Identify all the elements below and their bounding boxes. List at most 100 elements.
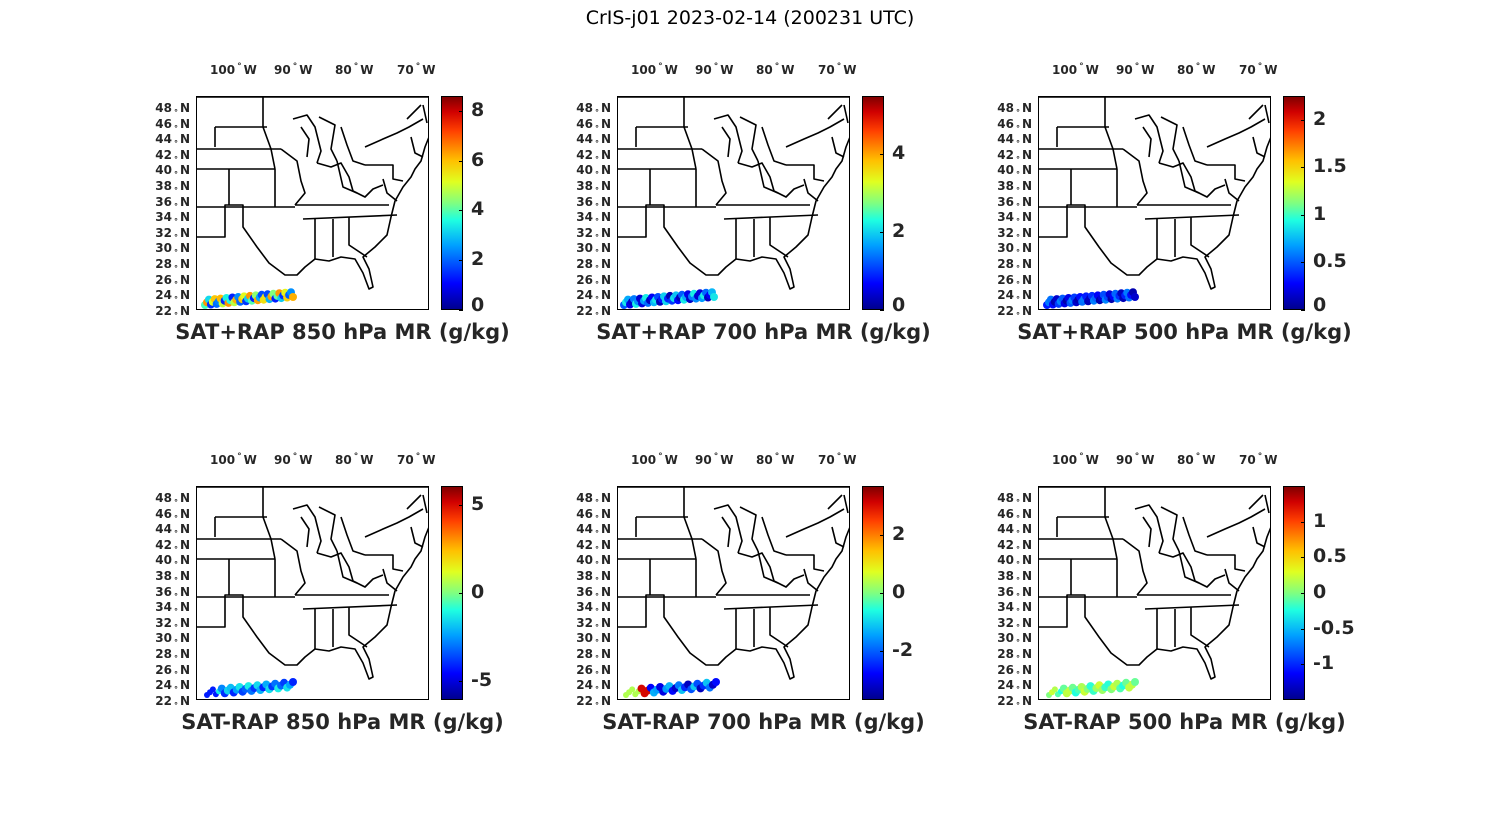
latitude-label: 40 ° N: [576, 163, 611, 180]
boundary-line: [713, 504, 743, 554]
latitude-label: 42 ° N: [155, 537, 190, 554]
colorbar-tick-label: -0.5: [1313, 616, 1355, 639]
boundary-line: [262, 97, 276, 170]
boundary-line: [721, 516, 731, 548]
latitude-label: 24 ° N: [576, 678, 611, 695]
boundary-line: [318, 506, 338, 552]
colorbar-tick-mark: [459, 593, 463, 594]
colorbar-tick-label: 2: [471, 248, 485, 271]
latitude-label: 38 ° N: [997, 569, 1032, 585]
boundary-line: [737, 552, 805, 588]
boundary-line: [1160, 506, 1180, 552]
longitude-label: 80 ° W: [1177, 62, 1216, 77]
latitude-label: 36 ° N: [155, 584, 190, 601]
observation-dot: [289, 293, 297, 301]
longitude-label: 70 ° W: [397, 452, 436, 467]
latitude-label: 32 ° N: [155, 615, 190, 632]
latitude-label: 34 ° N: [155, 210, 190, 227]
latitude-label: 22 ° N: [155, 303, 190, 320]
observation-dot: [712, 678, 720, 686]
latitude-label: 42 ° N: [576, 537, 611, 554]
latitude-label: 46 ° N: [576, 116, 611, 133]
observation-dot: [1131, 678, 1139, 686]
latitude-label: 36 ° N: [997, 194, 1032, 211]
boundary-line: [831, 136, 845, 158]
boundary-line: [683, 487, 697, 560]
state-boundaries: [197, 97, 428, 309]
longitude-label: 70 ° W: [818, 452, 857, 467]
panel-title: SAT+RAP 500 hPa MR (g/kg): [1017, 320, 1352, 344]
boundary-line: [300, 516, 310, 548]
colorbar-tick-label: 2: [892, 523, 906, 546]
latitude-label: 36 ° N: [576, 194, 611, 211]
boundary-line: [365, 554, 404, 572]
latitude-label: 30 ° N: [997, 241, 1032, 258]
colorbar-tick-mark: [459, 260, 463, 262]
boundary-line: [300, 126, 310, 158]
latitude-label: 26 ° N: [155, 662, 190, 679]
colorbar-tick-label: 0: [892, 581, 906, 603]
longitude-label: 80 ° W: [335, 62, 374, 77]
latitude-label: 22 ° N: [997, 693, 1032, 710]
latitude-label: 32 ° N: [997, 225, 1032, 242]
latitude-label: 32 ° N: [576, 615, 611, 632]
colorbar-tick-label: 6: [471, 148, 485, 171]
latitude-label: 42 ° N: [576, 147, 611, 164]
latitude-label: 32 ° N: [997, 615, 1032, 632]
boundary-line: [1264, 494, 1270, 514]
map-panel: 100 ° W 90 ° W 80 ° W 70 ° W 48 ° N 46 ° N 44 ° N 42 ° N 40 ° N 38 °…: [126, 450, 526, 750]
colorbar-tick-mark: [1301, 557, 1305, 559]
colorbar-tick-mark: [459, 505, 463, 507]
boundary-line: [1142, 516, 1152, 548]
boundary-line: [318, 116, 338, 162]
boundary-line: [1207, 554, 1246, 572]
latitude-label: 46 ° N: [997, 506, 1032, 523]
map-area: [617, 96, 850, 310]
state-boundaries: [1039, 97, 1270, 309]
observation-dot: [710, 293, 718, 301]
boundary-line: [1207, 164, 1246, 182]
latitude-label: 34 ° N: [155, 600, 190, 617]
longitude-label: 90 ° W: [274, 452, 313, 467]
longitude-label: 90 ° W: [695, 62, 734, 77]
boundary-line: [1178, 160, 1200, 194]
map-panel: 100 ° W 90 ° W 80 ° W 70 ° W 48 ° N 46 ° N 44 ° N 42 ° N 40 ° N 38 °…: [968, 60, 1368, 360]
boundary-line: [1144, 214, 1240, 220]
colorbar-tick-mark: [459, 160, 463, 162]
latitude-label: 48 ° N: [155, 491, 190, 507]
longitude-label: 90 ° W: [1116, 62, 1155, 77]
boundary-line: [410, 526, 424, 548]
colorbar-tick-mark: [1301, 167, 1305, 169]
colorbar-tick-mark: [1301, 262, 1305, 264]
latitude-label: 38 ° N: [576, 569, 611, 585]
latitude-label: 44 ° N: [997, 522, 1032, 539]
latitude-label: 44 ° N: [576, 132, 611, 149]
colorbar-tick-mark: [1301, 521, 1305, 523]
boundary-line: [618, 527, 849, 680]
colorbar-tick-mark: [880, 232, 884, 234]
map-panel: 100 ° W 90 ° W 80 ° W 70 ° W 48 ° N 46 ° N 44 ° N 42 ° N 40 ° N 38 °…: [968, 450, 1368, 750]
latitude-label: 26 ° N: [997, 662, 1032, 679]
boundary-line: [739, 506, 759, 552]
latitude-label: 46 ° N: [155, 506, 190, 523]
longitude-label: 70 ° W: [818, 62, 857, 77]
boundary-line: [1190, 217, 1210, 258]
latitude-label: 36 ° N: [576, 584, 611, 601]
latitude-label: 30 ° N: [155, 631, 190, 648]
latitude-label: 28 ° N: [576, 257, 611, 273]
colorbar-tick-mark: [1301, 310, 1305, 311]
boundary-line: [827, 104, 843, 120]
boundary-line: [761, 126, 787, 166]
longitude-label: 100 ° W: [631, 452, 678, 467]
boundary-line: [843, 494, 849, 514]
colorbar-tick-label: 0.5: [1313, 545, 1347, 568]
latitude-label: 24 ° N: [997, 288, 1032, 305]
latitude-label: 22 ° N: [576, 303, 611, 320]
colorbar-tick-mark: [880, 650, 884, 652]
colorbar-tick-mark: [880, 310, 884, 311]
boundary-line: [340, 516, 366, 556]
boundary-line: [302, 214, 398, 220]
state-boundaries: [618, 97, 849, 309]
boundary-line: [1122, 538, 1148, 596]
latitude-label: 40 ° N: [997, 553, 1032, 570]
